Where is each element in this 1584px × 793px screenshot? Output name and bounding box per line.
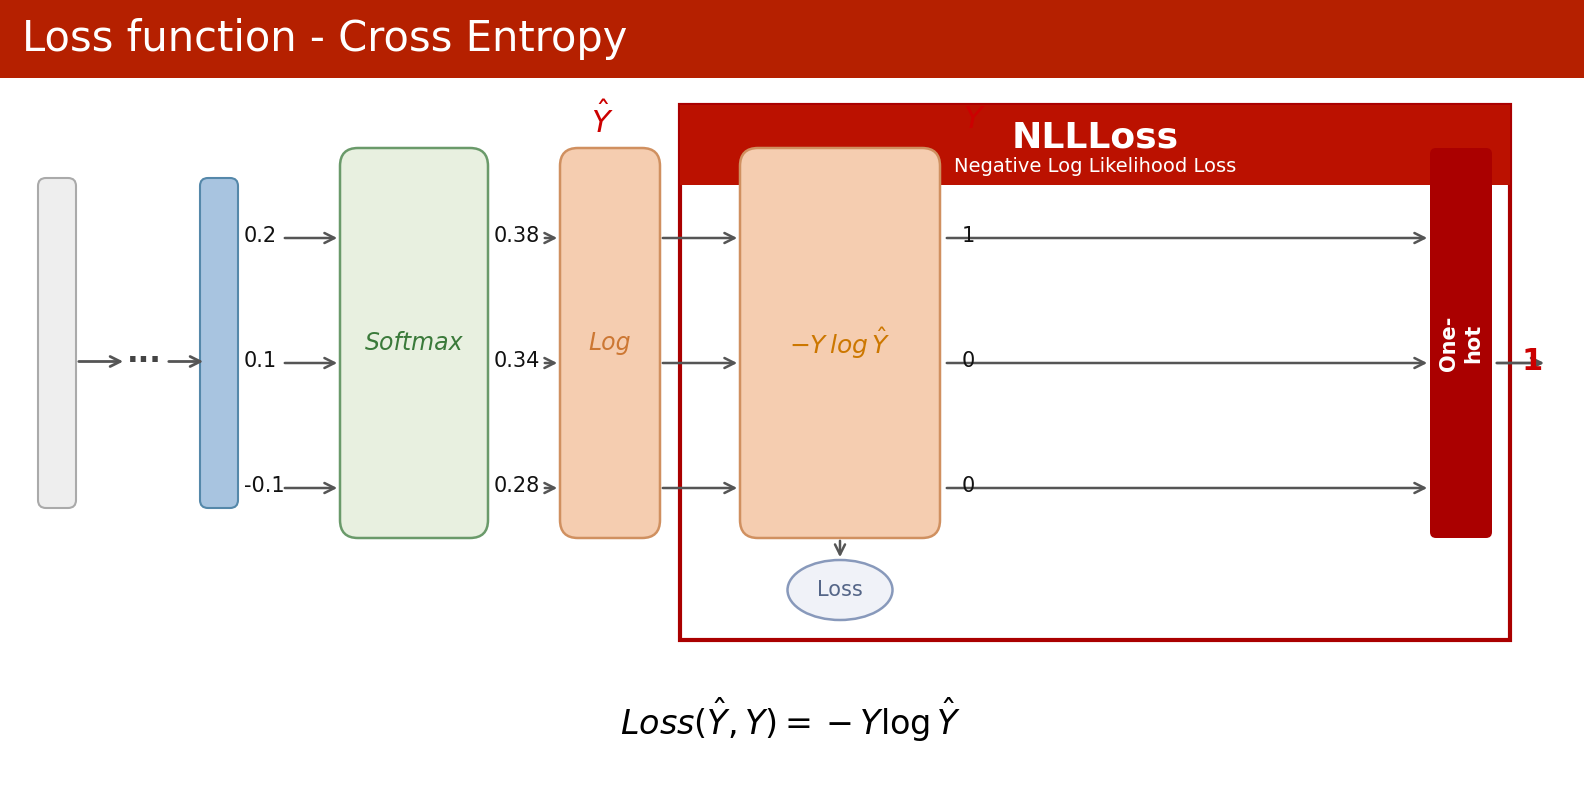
Text: 0.28: 0.28 (494, 476, 540, 496)
Text: Loss function - Cross Entropy: Loss function - Cross Entropy (22, 18, 627, 60)
FancyBboxPatch shape (561, 148, 661, 538)
Text: Log: Log (589, 331, 632, 355)
Ellipse shape (787, 560, 892, 620)
Text: Negative Log Likelihood Loss: Negative Log Likelihood Loss (954, 158, 1236, 177)
Text: $\hat{Y}$: $\hat{Y}$ (591, 102, 613, 139)
FancyBboxPatch shape (341, 148, 488, 538)
Text: 0.1: 0.1 (244, 351, 277, 371)
Bar (0, 0, 1584, 78)
FancyBboxPatch shape (1430, 148, 1492, 538)
Text: 0.34: 0.34 (494, 351, 540, 371)
Text: $Y$: $Y$ (963, 105, 985, 135)
Text: $-Y\,log\,\hat{Y}$: $-Y\,log\,\hat{Y}$ (789, 325, 890, 361)
Text: -0.1: -0.1 (244, 476, 285, 496)
FancyBboxPatch shape (200, 178, 238, 508)
Text: Loss: Loss (817, 580, 863, 600)
Text: 0.2: 0.2 (244, 226, 277, 246)
Text: 0.38: 0.38 (494, 226, 540, 246)
Text: ...: ... (127, 339, 162, 368)
Text: 1: 1 (961, 226, 976, 246)
Text: One-
hot: One- hot (1438, 316, 1483, 370)
Text: 1: 1 (1521, 347, 1543, 376)
FancyBboxPatch shape (740, 148, 939, 538)
Text: 0: 0 (961, 476, 976, 496)
Text: NLLLoss: NLLLoss (1012, 120, 1178, 154)
Bar (680, 105, 1510, 640)
FancyBboxPatch shape (38, 178, 76, 508)
Bar (680, 105, 1510, 185)
Text: Softmax: Softmax (364, 331, 463, 355)
Text: $Loss(\hat{Y},Y) = -Y\log\hat{Y}$: $Loss(\hat{Y},Y) = -Y\log\hat{Y}$ (619, 696, 960, 744)
Text: 0: 0 (961, 351, 976, 371)
